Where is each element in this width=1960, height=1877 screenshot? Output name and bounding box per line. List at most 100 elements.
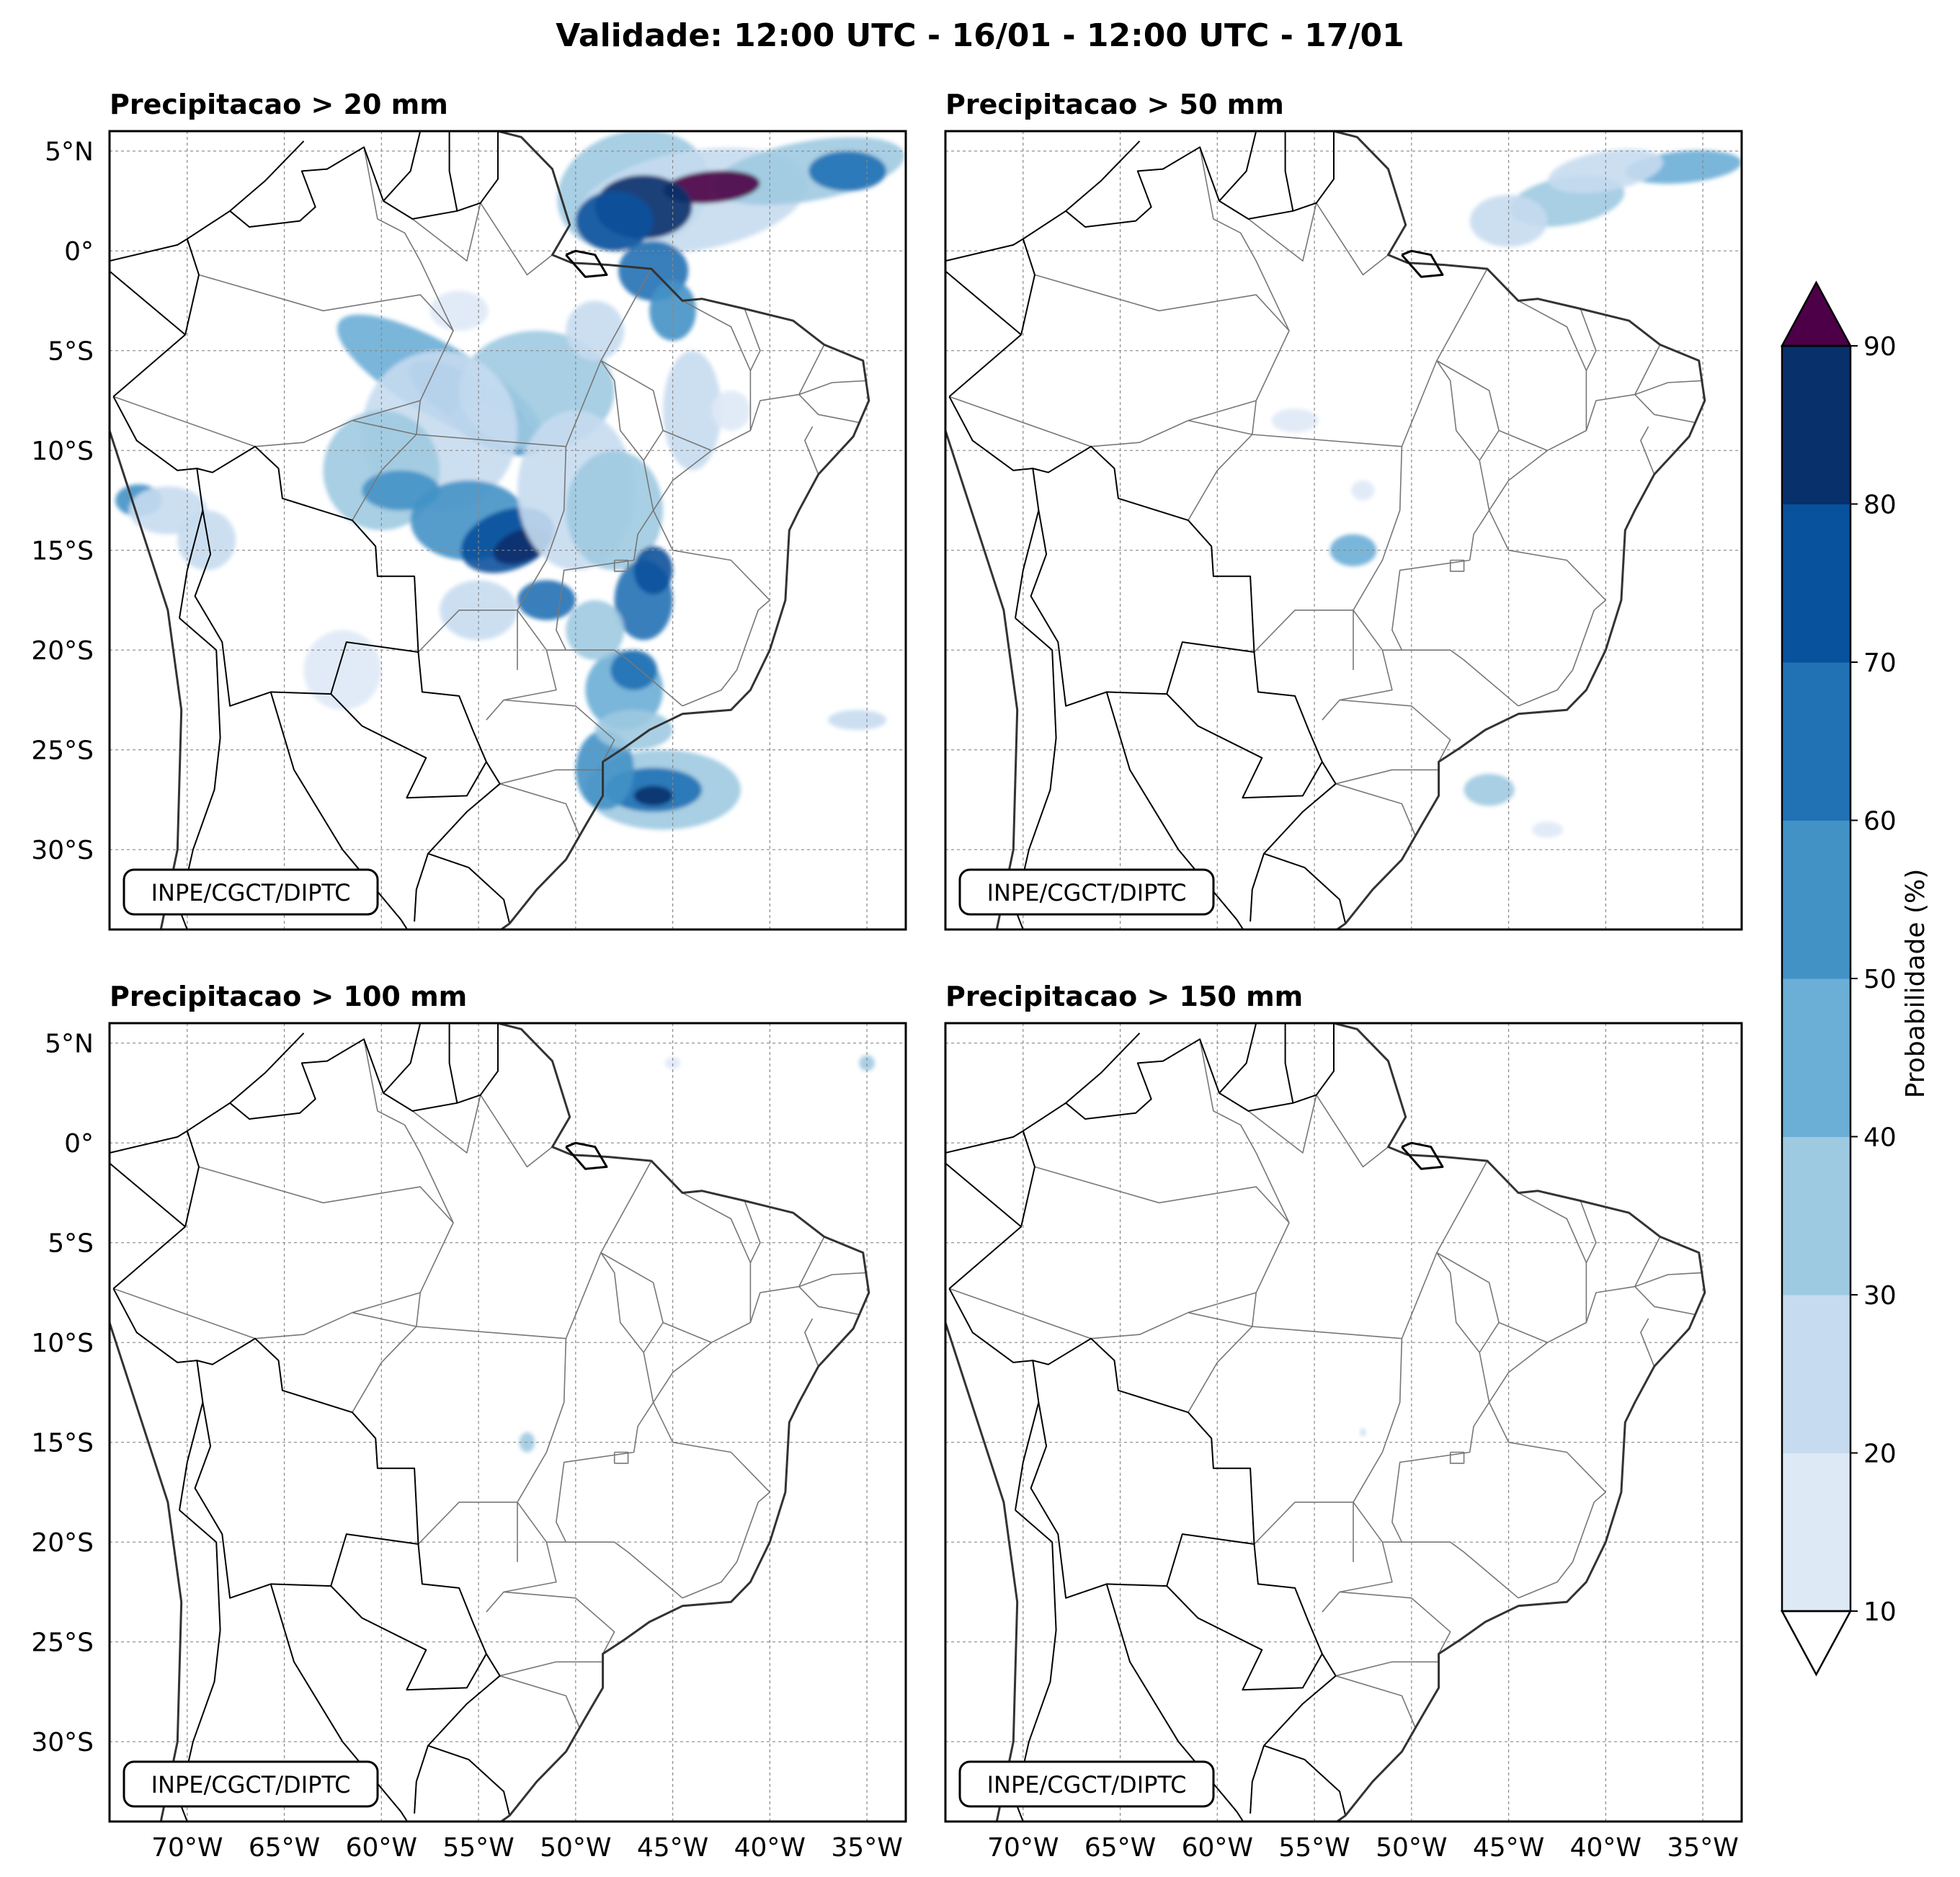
panel-1: Precipitacao > 20 mm 5°N 0° 5°S 10°S 15°S 20°… [31, 89, 907, 931]
panel-title: Precipitacao > 150 mm [945, 981, 1303, 1012]
latitude-tick-label: 10°S [31, 437, 94, 466]
state-border [798, 1272, 868, 1288]
coastline-island [565, 1141, 608, 1170]
coastline [110, 1023, 870, 1822]
country-border [110, 1130, 188, 1154]
latitude-tick-label: 20°S [31, 636, 94, 666]
latitude-tick-label: 15°S [31, 537, 94, 566]
state-border [1585, 393, 1635, 431]
colorbar-over-triangle [1780, 280, 1853, 347]
graticule-grid [945, 1023, 1742, 1822]
country-border [1284, 131, 1294, 211]
colorbar-band [1782, 346, 1850, 504]
country-border [414, 1745, 429, 1814]
country-border [112, 131, 499, 398]
colorbar-tick-label: 40 [1863, 1123, 1897, 1153]
precip-cell [575, 191, 654, 251]
map-frame [944, 130, 1743, 931]
colorbar-tick-label: 60 [1863, 807, 1897, 837]
state-border [1391, 559, 1519, 707]
country-border [383, 131, 422, 202]
latitude-axis: 5°N 0° 5°S 10°S 15°S 20°S 25°S 30°S [31, 1030, 94, 1758]
state-border [1316, 202, 1389, 276]
colorbar-bands [1780, 280, 1853, 1677]
precip-cell [303, 630, 382, 710]
state-border [1247, 202, 1317, 262]
precip-probability-shading [1271, 148, 1742, 838]
state-border [499, 783, 580, 837]
precip-cell [1329, 534, 1377, 566]
country-border [1105, 692, 1244, 929]
country-border [1015, 510, 1040, 619]
state-border [198, 1166, 454, 1339]
country-border [330, 1585, 487, 1691]
coastline [945, 1023, 1706, 1822]
longitude-tick-label: 60°W [1182, 1833, 1253, 1863]
state-border [600, 268, 652, 361]
state-border [1188, 1326, 1403, 1562]
precip-cell [594, 710, 673, 750]
precip-cell [633, 546, 673, 594]
latitude-tick-label: 30°S [31, 836, 94, 865]
longitude-tick-label: 45°W [637, 1833, 708, 1863]
longitude-axis: 70°W 65°W 60°W 55°W 50°W 45°W 40°W 35°W [151, 1833, 903, 1863]
panel-title: Precipitacao > 20 mm [110, 89, 448, 120]
country-state-borders [110, 1023, 870, 1822]
state-border [1572, 599, 1606, 671]
latitude-axis: 5°N 0° 5°S 10°S 15°S 20°S 25°S 30°S [31, 138, 94, 865]
country-border [945, 238, 1024, 262]
state-border [600, 1252, 664, 1353]
country-border [1065, 141, 1141, 212]
state-border [352, 1326, 567, 1562]
state-border [499, 1675, 580, 1729]
country-border [1030, 1360, 1255, 1599]
state-border [363, 147, 454, 331]
state-border [113, 396, 256, 447]
colorbar-tick-label: 70 [1863, 648, 1897, 678]
state-border [1634, 1236, 1696, 1316]
longitude-tick-label: 40°W [1570, 1833, 1642, 1863]
country-border [945, 1130, 1024, 1154]
country-border [110, 1162, 186, 1228]
state-border [1498, 1192, 1587, 1343]
longitude-tick-label: 70°W [151, 1833, 223, 1863]
state-border [1034, 1166, 1290, 1339]
state-border [480, 202, 553, 276]
colorbar-band [1782, 1453, 1850, 1612]
precip-cell [566, 599, 625, 661]
state-border [1335, 769, 1439, 785]
state-border [1449, 1451, 1465, 1464]
map-frame [944, 1022, 1743, 1823]
state-border [1580, 308, 1597, 371]
country-border [1015, 1402, 1040, 1511]
state-border [565, 1252, 654, 1453]
country-border [448, 131, 458, 211]
country-border [383, 1023, 422, 1094]
graticule-grid [110, 1023, 906, 1822]
state-border [1253, 1502, 1393, 1613]
colorbar-tick-label: 10 [1863, 1597, 1897, 1627]
panel-2: Precipitacao > 50 mm INPE/CGCT/DIPTC [944, 89, 1743, 931]
watermark-text: INPE/CGCT/DIPTC [151, 1771, 351, 1798]
state-border [1436, 1252, 1500, 1353]
country-border [112, 1023, 499, 1290]
country-border [1030, 468, 1255, 707]
country-border [948, 396, 1347, 924]
state-border [1640, 426, 1655, 475]
country-border [1250, 1745, 1265, 1814]
graticule-grid [945, 131, 1742, 929]
colorbar-tick-label: 80 [1863, 491, 1897, 520]
state-border [352, 434, 567, 670]
map-area [110, 1023, 906, 1822]
longitude-tick-label: 50°W [540, 1833, 611, 1863]
watermark-box: INPE/CGCT/DIPTC [122, 1760, 379, 1808]
precip-cell [429, 290, 489, 331]
country-border [112, 396, 511, 924]
state-border [600, 360, 664, 461]
precip-cell [517, 580, 576, 620]
latitude-tick-label: 5°S [48, 337, 94, 367]
state-border [949, 396, 1092, 447]
state-border [417, 1502, 557, 1613]
state-border [1436, 360, 1500, 461]
state-border [798, 344, 860, 424]
